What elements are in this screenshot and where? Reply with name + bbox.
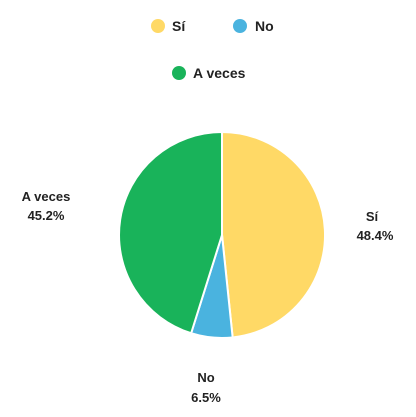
legend-swatch-a-veces bbox=[172, 66, 186, 80]
slice-labels: Sí 48.4% No 6.5% A veces 45.2% bbox=[22, 189, 394, 405]
legend-label-a-veces: A veces bbox=[193, 65, 246, 81]
pie-slice-a-veces bbox=[118, 130, 223, 335]
legend: Sí No A veces bbox=[151, 18, 274, 81]
pie-slices bbox=[118, 130, 326, 339]
legend-item-si: Sí bbox=[151, 18, 186, 34]
pie-slice-si bbox=[221, 130, 326, 339]
slice-percent-a-veces: 45.2% bbox=[28, 208, 65, 223]
legend-label-no: No bbox=[255, 18, 274, 34]
legend-item-a-veces: A veces bbox=[172, 65, 246, 81]
slice-label-si: Sí bbox=[366, 209, 379, 224]
slice-percent-si: 48.4% bbox=[357, 228, 394, 243]
legend-swatch-no bbox=[233, 19, 247, 33]
slice-label-a-veces: A veces bbox=[22, 189, 71, 204]
slice-percent-no: 6.5% bbox=[191, 390, 221, 405]
legend-label-si: Sí bbox=[172, 18, 186, 34]
slice-label-no: No bbox=[197, 370, 214, 385]
legend-swatch-si bbox=[151, 19, 165, 33]
legend-item-no: No bbox=[233, 18, 274, 34]
